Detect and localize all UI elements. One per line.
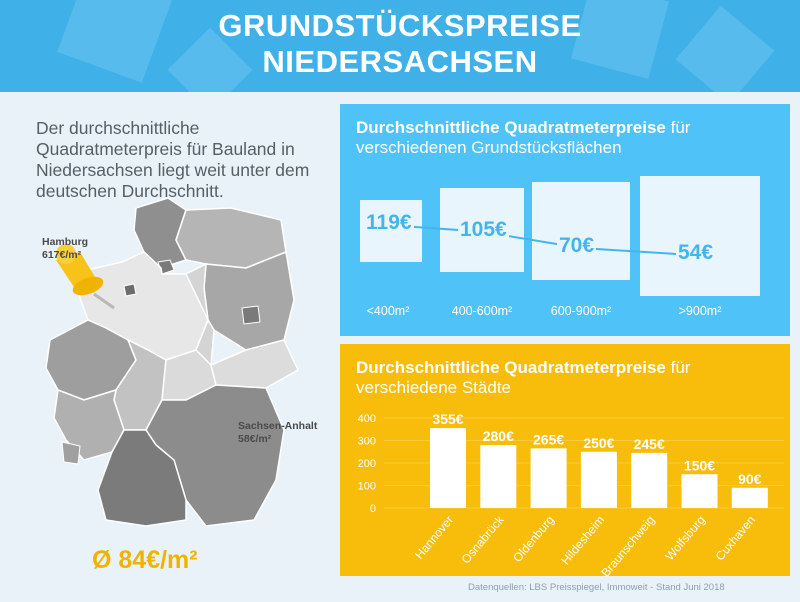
area-price-label: 105€ xyxy=(458,217,509,242)
city-value-label: 355€ xyxy=(432,411,463,427)
area-price-line xyxy=(387,224,701,257)
hamburg-name: Hamburg xyxy=(42,236,89,248)
area-panel-title: Durchschnittliche Quadratmeterpreise für… xyxy=(356,118,790,158)
city-category-label: Hildesheim xyxy=(558,513,607,567)
hamburg-label: Hamburg 617€/m² xyxy=(42,236,88,262)
header-banner: GRUNDSTÜCKSPREISE NIEDERSACHSEN xyxy=(0,0,800,92)
city-category-label: Oldenburg xyxy=(510,513,557,565)
source-note: Datenquellen: LBS Preisspiegel, Immoweit… xyxy=(468,582,725,593)
city-bar xyxy=(430,428,466,508)
area-panel-title-rest: für verschiedenen Grundstücksflächen xyxy=(356,118,691,157)
intro-text: Der durchschnittliche Quadratmeterpreis … xyxy=(36,118,310,201)
y-tick-label: 400 xyxy=(358,413,376,425)
city-value-label: 245€ xyxy=(634,436,665,452)
average-price: Ø 84€/m² xyxy=(92,546,198,574)
page-title-line1: GRUNDSTÜCKSPREISE xyxy=(218,8,582,43)
city-panel-title-rest: für verschiedene Städte xyxy=(356,358,691,397)
city-bar xyxy=(631,452,668,508)
sachsen-anhalt-label: Sachsen-Anhalt 58€/m² xyxy=(238,420,317,446)
city-value-label: 280€ xyxy=(483,428,514,444)
map-region xyxy=(61,441,81,465)
city-category-label: Braunschweig xyxy=(598,513,657,576)
city-panel-title: Durchschnittliche Quadratmeterpreise für… xyxy=(356,358,790,398)
map-region-berlin xyxy=(241,305,261,325)
y-tick-label: 100 xyxy=(358,481,376,493)
hamburg-price: 617€/m² xyxy=(42,249,82,261)
area-trend-line xyxy=(387,224,701,257)
map-region xyxy=(210,339,299,389)
area-category-label: 400-600m² xyxy=(451,304,513,318)
y-tick-label: 0 xyxy=(370,503,376,515)
area-category-label: >900m² xyxy=(678,304,722,318)
map-region-bremen xyxy=(123,283,137,297)
area-price-label: 119€ xyxy=(364,211,414,236)
page-title-line2: NIEDERSACHSEN xyxy=(262,44,538,79)
map-pin-icon xyxy=(56,244,115,310)
y-tick-label: 200 xyxy=(358,458,376,470)
sachsen-anhalt-price: 58€/m² xyxy=(238,433,272,445)
city-bar xyxy=(480,445,517,508)
city-value-label: 250€ xyxy=(583,435,614,451)
area-price-panel: Durchschnittliche Quadratmeterpreise für… xyxy=(340,104,790,336)
city-category-label: Wolfsburg xyxy=(662,513,707,563)
area-panel-title-bold: Durchschnittliche Quadratmeterpreise xyxy=(356,118,666,137)
city-bar-chart: 0 100 200 300 400 355€ Hannover 280€ Osnabrück 26… xyxy=(358,411,784,576)
germany-map xyxy=(45,197,299,527)
city-category-label: Cuxhaven xyxy=(713,513,758,563)
city-category-label: Hannover xyxy=(412,513,456,562)
city-value-label: 150€ xyxy=(684,457,715,473)
y-tick-label: 300 xyxy=(358,436,376,448)
area-square xyxy=(640,176,760,296)
city-bar xyxy=(731,487,768,508)
sachsen-anhalt-name: Sachsen-Anhalt xyxy=(238,420,318,432)
city-bar xyxy=(530,448,567,508)
map-region xyxy=(97,429,187,527)
city-value-label: 265€ xyxy=(533,431,564,447)
area-category-label: <400m² xyxy=(366,304,410,318)
city-bar xyxy=(681,474,718,508)
city-price-panel: Durchschnittliche Quadratmeterpreise für… xyxy=(340,344,790,576)
city-value-label: 90€ xyxy=(738,471,762,487)
map-region xyxy=(203,250,295,351)
city-bar xyxy=(580,451,617,508)
city-panel-title-bold: Durchschnittliche Quadratmeterpreise xyxy=(356,358,666,377)
area-price-label: 54€ xyxy=(676,241,716,266)
area-price-label: 70€ xyxy=(557,234,597,258)
city-category-label: Osnabrück xyxy=(459,512,508,566)
area-square xyxy=(532,182,630,280)
area-category-label: 600-900m² xyxy=(550,304,612,318)
